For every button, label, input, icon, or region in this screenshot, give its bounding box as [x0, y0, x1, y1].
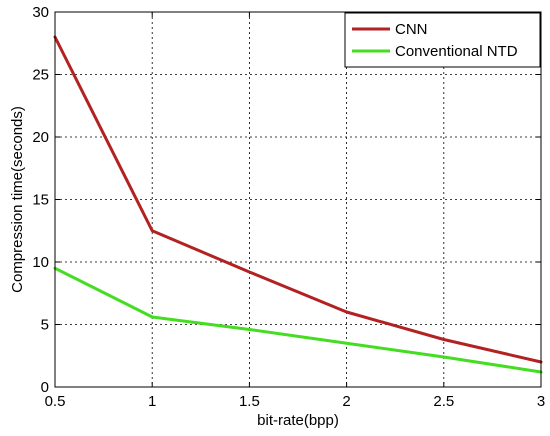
y-tick-label-5: 5 — [41, 317, 49, 334]
series-lines — [53, 35, 543, 374]
x-tick-label-1: 1 — [148, 393, 156, 410]
legend-box — [344, 12, 541, 68]
x-axis-label: bit-rate(bpp) — [257, 412, 339, 429]
x-tick-label-0-5: 0.5 — [45, 393, 66, 410]
plot-area — [54, 11, 542, 388]
legend-label-conventional-ntd: Conventional NTD — [395, 43, 518, 60]
y-tick-label-0: 0 — [41, 379, 49, 396]
x-tick-label-1-5: 1.5 — [239, 393, 260, 410]
x-tick-label-3: 3 — [537, 393, 545, 410]
x-tick-label-2-5: 2.5 — [433, 393, 454, 410]
y-tick-label-10: 10 — [32, 254, 49, 271]
legend: CNN Conventional NTD — [344, 12, 541, 68]
x-tick-label-2: 2 — [342, 393, 350, 410]
legend-label-cnn: CNN — [395, 21, 428, 38]
y-axis-label: Compression time(seconds) — [9, 106, 26, 293]
y-tick-label-25: 25 — [32, 67, 49, 84]
y-tick-label-20: 20 — [32, 129, 49, 146]
axis-ticks — [54, 11, 542, 388]
grid — [55, 12, 541, 387]
y-tick-label-15: 15 — [32, 192, 49, 209]
series-line-conventional-ntd — [53, 266, 543, 374]
series-line-cnn — [53, 35, 543, 364]
y-tick-label-30: 30 — [32, 4, 49, 21]
